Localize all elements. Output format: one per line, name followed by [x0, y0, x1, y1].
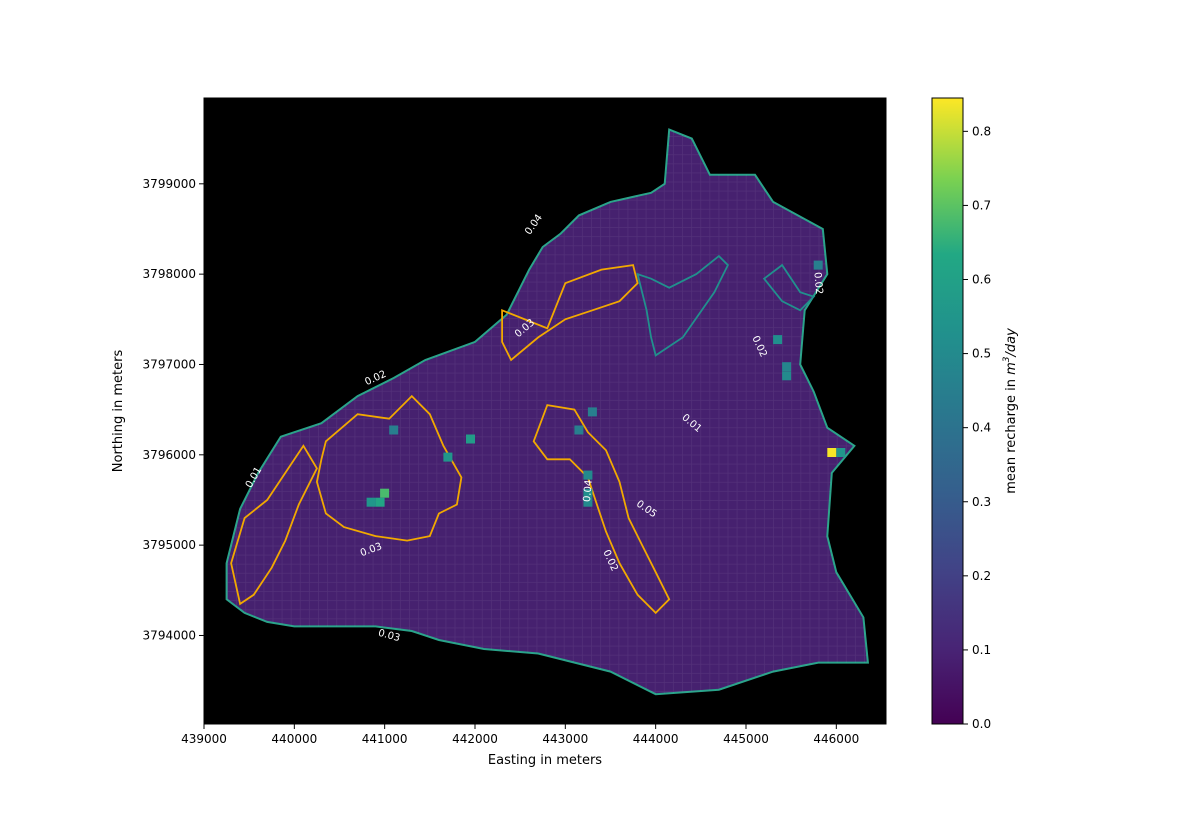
- contour-line: [636, 254, 729, 357]
- hotspot-cell: [782, 362, 792, 372]
- colorbar-label-unit: m: [1004, 362, 1019, 375]
- hotspot-cell: [375, 497, 385, 507]
- contour-labels: 0.040.030.020.010.030.030.040.050.020.01…: [244, 213, 824, 645]
- x-tick-label: 441000: [362, 732, 408, 746]
- colorbar-tick-label: 0.6: [972, 273, 991, 287]
- x-tick-label: 445000: [723, 732, 769, 746]
- hotspot-cell: [583, 497, 593, 507]
- x-tick-label: 443000: [542, 732, 588, 746]
- colorbar-tick-label: 0.8: [972, 124, 991, 138]
- hotspot-cell: [443, 452, 453, 462]
- hotspot-cell: [827, 448, 837, 457]
- hotspot-cell: [773, 335, 783, 345]
- y-tick-label: 3796000: [143, 448, 196, 462]
- colorbar-label: mean recharge in m3/day: [1002, 328, 1019, 494]
- hotspot-cell: [813, 260, 823, 270]
- colorbar-tick-label: 0.2: [972, 569, 991, 583]
- colorbar: [931, 97, 964, 725]
- x-axis-label: Easting in meters: [488, 753, 602, 768]
- x-tick-label: 442000: [452, 732, 498, 746]
- colorbar-tick-label: 0.0: [972, 717, 991, 731]
- hotspot-cell: [366, 497, 376, 507]
- hotspot-cell: [574, 425, 584, 435]
- contour-line: [230, 444, 318, 606]
- plot-frame: [203, 97, 887, 725]
- colorbar-label-prefix: mean recharge in: [1004, 375, 1019, 494]
- contour-label: 0.04: [582, 479, 595, 502]
- hotspot-cell: [583, 470, 593, 480]
- x-tick-label: 446000: [813, 732, 859, 746]
- colorbar-tick-label: 0.3: [972, 495, 991, 509]
- colorbar-tick-label: 0.1: [972, 643, 991, 657]
- recharge-hotspot-cells: [366, 260, 846, 507]
- hotspot-cell: [380, 488, 390, 498]
- hotspot-cell: [782, 371, 792, 381]
- contour-label: 0.02: [811, 272, 824, 295]
- colorbar-tick-label: 0.5: [972, 347, 991, 361]
- x-axis-ticks: 439000 440000 441000 442000 443000 444000 4450…: [181, 724, 859, 746]
- colorbar-label-suffix: /day: [1004, 328, 1019, 358]
- colorbar-label-exponent: 3: [1002, 356, 1012, 362]
- y-tick-label: 3797000: [143, 357, 196, 371]
- contour-line: [315, 394, 463, 542]
- x-tick-label: 444000: [633, 732, 679, 746]
- y-tick-label: 3798000: [143, 267, 196, 281]
- y-axis-ticks: 3794000 3795000 3796000 3797000 3798000 37990…: [143, 177, 204, 642]
- hotspot-cell: [587, 407, 597, 417]
- y-axis-label: Northing in meters: [111, 350, 126, 473]
- hotspot-cell: [389, 425, 399, 435]
- x-tick-label: 440000: [271, 732, 317, 746]
- y-tick-label: 3794000: [143, 628, 196, 642]
- colorbar-tick-label: 0.7: [972, 198, 991, 212]
- contour-line: [501, 264, 639, 362]
- x-tick-label: 439000: [181, 732, 227, 746]
- contour-line: [762, 263, 816, 312]
- map-layer: 0.040.030.020.010.030.030.040.050.020.01…: [225, 128, 870, 696]
- model-grid-cells: [226, 129, 868, 695]
- hotspot-cell: [583, 488, 593, 498]
- colorbar-tick-label: 0.4: [972, 421, 991, 435]
- colorbar-ticks: 0.0 0.1 0.2 0.3 0.4 0.5 0.6 0.7 0.8: [963, 124, 991, 731]
- hotspot-cell: [836, 448, 846, 457]
- y-tick-label: 3799000: [143, 177, 196, 191]
- hotspot-cell: [466, 434, 475, 444]
- y-tick-label: 3795000: [143, 538, 196, 552]
